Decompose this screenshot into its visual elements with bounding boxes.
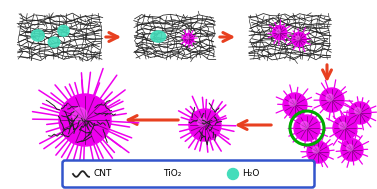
Circle shape xyxy=(184,34,194,44)
Circle shape xyxy=(276,29,280,33)
Circle shape xyxy=(307,141,329,163)
Circle shape xyxy=(346,145,353,151)
Circle shape xyxy=(146,167,158,180)
Ellipse shape xyxy=(151,31,166,42)
Circle shape xyxy=(59,94,111,146)
Circle shape xyxy=(339,122,346,129)
Circle shape xyxy=(341,139,363,161)
Circle shape xyxy=(294,115,320,141)
Text: H₂O: H₂O xyxy=(242,170,259,178)
Ellipse shape xyxy=(31,30,44,41)
Text: CNT: CNT xyxy=(93,170,111,178)
Circle shape xyxy=(292,33,306,46)
Circle shape xyxy=(354,108,361,114)
Circle shape xyxy=(333,116,357,140)
Text: TiO₂: TiO₂ xyxy=(163,170,181,178)
Circle shape xyxy=(313,146,319,153)
Circle shape xyxy=(273,26,287,40)
Circle shape xyxy=(349,102,371,124)
Circle shape xyxy=(72,108,87,122)
Circle shape xyxy=(296,36,300,40)
FancyBboxPatch shape xyxy=(63,160,314,187)
Circle shape xyxy=(186,36,189,39)
Circle shape xyxy=(320,88,344,112)
Circle shape xyxy=(283,93,307,117)
Ellipse shape xyxy=(58,25,69,36)
Circle shape xyxy=(197,117,206,126)
Circle shape xyxy=(149,171,153,175)
Circle shape xyxy=(326,94,333,101)
Circle shape xyxy=(289,99,296,106)
Circle shape xyxy=(227,169,239,180)
Ellipse shape xyxy=(48,37,60,47)
Circle shape xyxy=(189,109,221,141)
Circle shape xyxy=(300,122,308,129)
